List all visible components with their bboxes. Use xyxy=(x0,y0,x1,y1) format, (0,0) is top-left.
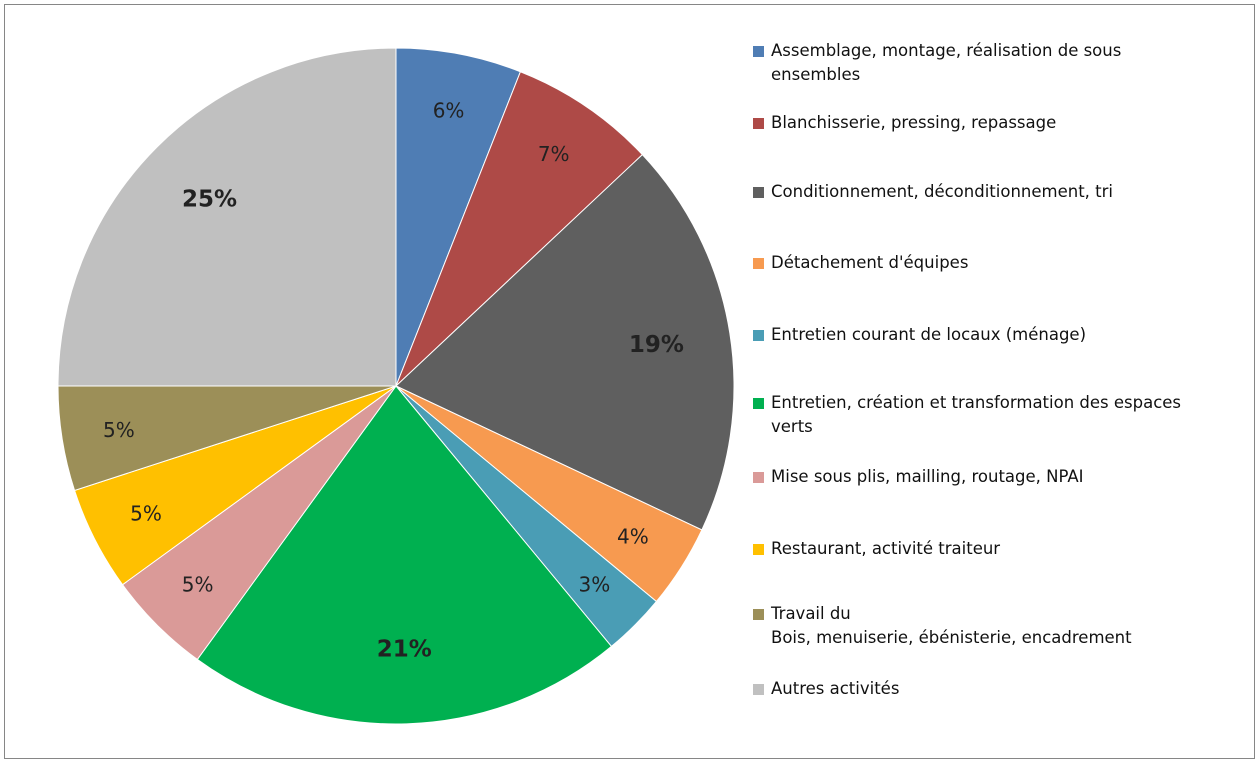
chart-frame: 6% 7% 19% 4% 3% 21% 5% 5% 5% 25% Assemblage, mont… xyxy=(4,4,1255,759)
pie-label-10: 25% xyxy=(182,187,237,213)
pie-label-7: 5% xyxy=(182,572,214,596)
legend-swatch xyxy=(753,544,764,555)
pie-label-3: 19% xyxy=(629,332,684,358)
legend-item-10: Autres activités xyxy=(753,677,1253,701)
pie-label-2: 7% xyxy=(538,142,570,166)
legend-label: Entretien, création et transformation de… xyxy=(771,393,1182,412)
legend-label: ensembles xyxy=(771,65,861,84)
legend-label: Mise sous plis, mailling, routage, NPAI xyxy=(771,467,1084,486)
legend-item-7: Mise sous plis, mailling, routage, NPAI xyxy=(753,465,1253,489)
legend-swatch xyxy=(753,398,764,409)
legend-swatch xyxy=(753,118,764,129)
pie-label-1: 6% xyxy=(433,98,465,122)
legend-label: Autres activités xyxy=(771,679,900,698)
pie-chart: 6% 7% 19% 4%3% 21% 5% 5% 5% 25% xyxy=(57,47,735,725)
pie-slice-1 xyxy=(395,47,522,387)
pie-label-9: 5% xyxy=(103,418,135,442)
legend-label: Restaurant, activité traiteur xyxy=(771,539,1001,558)
legend-swatch xyxy=(753,46,764,57)
legend-label: Travail du xyxy=(771,604,851,623)
pie-label-4: 4% xyxy=(617,524,649,548)
pie-label-5: 3% xyxy=(579,572,611,596)
legend-item-9: Travail du Bois, menuiserie, ébénisterie,… xyxy=(753,602,1253,650)
pie-label-8: 5% xyxy=(130,501,162,525)
legend-item-3: Conditionnement, déconditionnement, tri xyxy=(753,180,1253,204)
legend-item-4: Détachement d'équipes xyxy=(753,251,1253,275)
legend-label: Assemblage, montage, réalisation de sous xyxy=(771,41,1122,60)
legend-label: Bois, menuiserie, ébénisterie, encadreme… xyxy=(771,628,1132,647)
legend-label: Conditionnement, déconditionnement, tri xyxy=(771,182,1113,201)
legend-label: Blanchisserie, pressing, repassage xyxy=(771,113,1057,132)
pie-label-6: 21% xyxy=(377,637,432,663)
pie-slice-6 xyxy=(196,385,613,725)
pie-slice-2 xyxy=(395,71,644,387)
legend-swatch xyxy=(753,258,764,269)
legend-item-1: Assemblage, montage, réalisation de sous… xyxy=(753,39,1253,87)
pie-slices xyxy=(57,47,735,725)
legend-item-5: Entretien courant de locaux (ménage) xyxy=(753,323,1253,347)
legend-item-6: Entretien, création et transformation de… xyxy=(753,391,1253,439)
legend-swatch xyxy=(753,609,764,620)
pie-labels: 6% 7% 19% 4%3% 21% 5% 5% 5% 25% xyxy=(103,98,684,662)
legend-label: Détachement d'équipes xyxy=(771,253,969,272)
legend-label: verts xyxy=(771,417,813,436)
legend-item-2: Blanchisserie, pressing, repassage xyxy=(753,111,1253,135)
legend-item-8: Restaurant, activité traiteur xyxy=(753,537,1253,561)
legend-swatch xyxy=(753,472,764,483)
pie-slice-3 xyxy=(395,153,735,531)
pie-slice-10 xyxy=(57,47,397,387)
legend-swatch xyxy=(753,330,764,341)
legend-swatch xyxy=(753,187,764,198)
legend-label: Entretien courant de locaux (ménage) xyxy=(771,325,1087,344)
legend-swatch xyxy=(753,684,764,695)
